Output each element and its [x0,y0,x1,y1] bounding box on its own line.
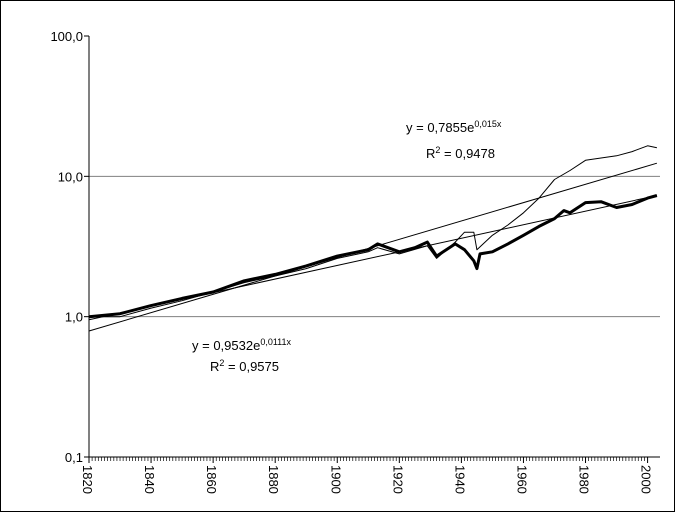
r2-label: R [210,359,219,374]
exponent: 0,015x [474,119,502,129]
series-line [88,162,658,332]
x-tick-label: 1860 [204,465,219,494]
plot-area: 0,1 1,0 10,0 100,0 1820 1840 1860 1880 1900 1920 1… [50,29,660,494]
trend-equation: y = 0,9532e0,0111x [192,337,292,353]
r2-power: 2 [435,145,440,155]
trend-r2: R2 = 0,9478 [426,145,495,161]
equation: y = 0,9532e [192,338,260,353]
x-tick-label: 1900 [328,465,343,494]
series-line [88,194,658,319]
x-tick-label: 1920 [390,465,405,494]
r2-label: R [426,146,435,161]
equation: y = 0,7855e [406,120,474,135]
y-tick-label: 10,0 [58,169,83,184]
r2-value: = 0,9575 [224,359,279,374]
r2-power: 2 [219,358,224,368]
x-tick-label: 2000 [639,465,654,494]
y-tick-label: 1,0 [65,310,83,325]
x-tick-label: 1820 [80,465,95,494]
exponent: 0,0111x [260,337,291,347]
trend-r2: R2 = 0,9575 [210,358,279,374]
x-tick-label: 1880 [266,465,281,494]
r2-value: = 0,9478 [440,146,495,161]
y-tick-label: 100,0 [50,29,83,44]
x-tick-label: 1960 [514,465,529,494]
x-tick-label: 1840 [142,465,157,494]
series-line [88,195,658,321]
x-tick-label: 1980 [577,465,592,494]
y-tick-label: 0,1 [65,450,83,465]
trend-equation: y = 0,7855e0,015x [406,119,502,135]
x-tick-label: 1940 [452,465,467,494]
